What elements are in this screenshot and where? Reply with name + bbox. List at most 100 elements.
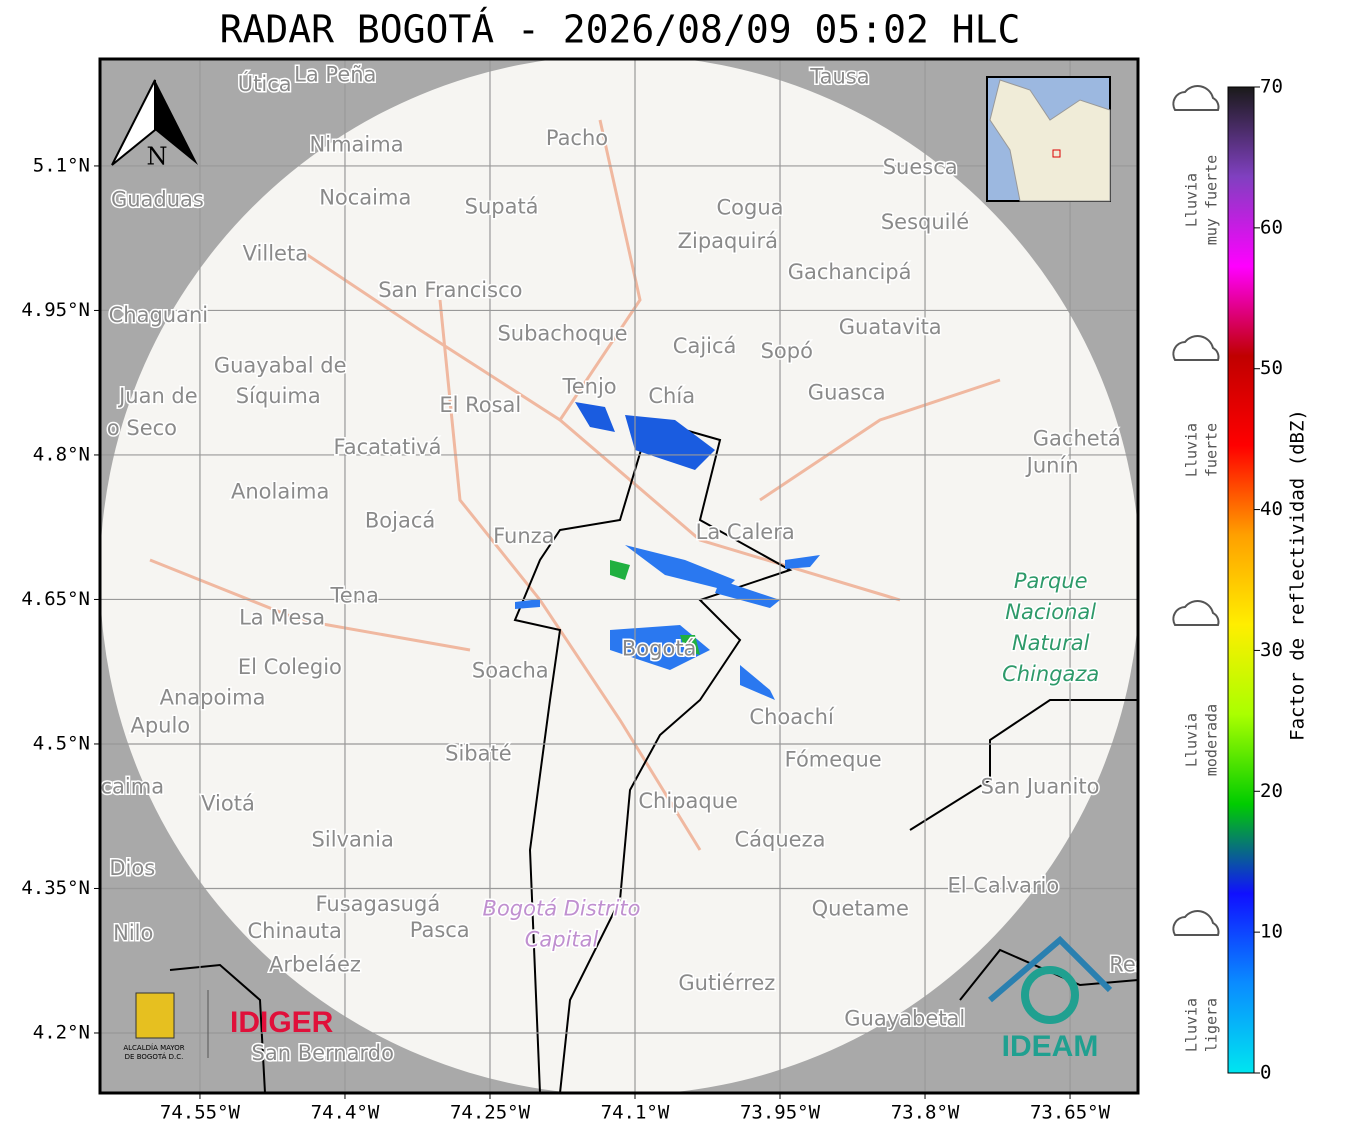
place-label: Nimaima (310, 133, 404, 157)
place-label: Bogotá (622, 637, 697, 661)
place-label: Res (1109, 953, 1147, 977)
y-tick-label: 4.5°N (33, 732, 90, 754)
place-label: Silvania (312, 827, 394, 851)
place-label: San Bernardo (252, 1041, 394, 1065)
y-tick-label: 4.35°N (21, 877, 90, 899)
place-label: Villeta (243, 242, 308, 266)
place-label: Tenjo (561, 375, 616, 399)
colorbar-tick-label: 20 (1260, 780, 1283, 802)
north-label: N (147, 143, 168, 171)
place-label: Bojacá (365, 508, 435, 532)
place-label: Chipaque (638, 789, 738, 813)
title: RADAR BOGOTÁ - 2026/08/09 05:02 HLC (220, 8, 1021, 52)
places: Útica La Peña Tausa Pacho Nimaima Guaduas Noca… (100, 61, 1147, 1067)
place-label: Soacha (472, 659, 549, 683)
department-boundary (169, 699, 1138, 1093)
rain-level-label: Lluvia (1183, 173, 1201, 227)
axes: 74.55°W 74.4°W 74.25°W 74.1°W 73.95°W 73.8°W 7… (21, 154, 1110, 1123)
place-label: Arbeláez (269, 953, 361, 977)
y-tick-label: 5.1°N (33, 154, 90, 176)
alcaldia-line: DE BOGOTÁ D.C. (125, 1052, 184, 1061)
colorbar-tick-label: 40 (1260, 498, 1283, 520)
colorbar-tick-label: 30 (1260, 639, 1283, 661)
place-label: Junín (1025, 454, 1079, 478)
colorbar-tick-label: 50 (1260, 357, 1283, 379)
logos: ALCALDÍA MAYOR DE BOGOTÁ D.C. IDIGER IDE… (123, 935, 1113, 1063)
place-label: Fusagasugá (315, 892, 440, 916)
place-label: Facatativá (334, 435, 442, 459)
x-tick-label: 74.55°W (160, 1102, 241, 1124)
y-tick-label: 4.95°N (21, 299, 90, 321)
place-label: Fómeque (785, 747, 882, 771)
place-label: Chaguani (109, 303, 209, 327)
rain-level-label: muy fuerte (1203, 155, 1221, 245)
map-frame (98, 57, 1140, 1095)
place-label: Sesquilé (881, 210, 969, 234)
area-label: Natural (1012, 631, 1090, 655)
alcaldia-line: ALCALDÍA MAYOR (123, 1043, 184, 1052)
place-label: La Mesa (239, 606, 325, 630)
x-tick-label: 73.95°W (740, 1102, 821, 1124)
place-label: Pasca (410, 918, 470, 942)
colorbar-tick-label: 70 (1260, 76, 1283, 98)
rain-level-label: Lluvia (1183, 713, 1201, 767)
place-label: Zipaquirá (678, 229, 778, 253)
place-label: Guatavita (839, 315, 942, 339)
place-label: Supatá (465, 194, 539, 218)
place-label: Gachetá (1033, 427, 1121, 451)
colorbar-tick-label: 10 (1260, 921, 1283, 943)
place-label: Tena (329, 584, 378, 608)
place-label: Guaduas (111, 188, 204, 212)
place-label: Guayabetal (844, 1006, 965, 1030)
x-tick-label: 73.65°W (1030, 1102, 1111, 1124)
weather-icon (1172, 335, 1220, 361)
ideam-logo: IDEAM (1002, 1030, 1099, 1063)
place-label: Guayabal de (214, 353, 347, 377)
place-label: Cajicá (673, 334, 737, 358)
colorbar-ticks: 0 10 20 30 40 50 60 70 (1254, 76, 1283, 1084)
inset-map (986, 76, 1111, 202)
place-label: La Calera (696, 520, 795, 544)
colorbar-label: Factor de reflectividad (dBZ) (1287, 409, 1309, 741)
y-tick-label: 4.2°N (33, 1021, 90, 1043)
x-tick-label: 74.4°W (311, 1102, 380, 1124)
place-label: Pacho (546, 126, 608, 150)
place-label: El Colegio (238, 655, 342, 679)
x-tick-label: 73.8°W (891, 1102, 960, 1124)
place-label: Sibaté (445, 742, 512, 766)
place-label: El Calvario (947, 874, 1059, 898)
x-tick-label: 74.1°W (601, 1102, 670, 1124)
place-label: o Seco (107, 416, 177, 440)
place-label: Nilo (113, 921, 153, 945)
place-label: San Juanito (981, 774, 1100, 798)
radar-echoes (515, 402, 820, 700)
place-label: Útica (238, 71, 292, 96)
rain-level-label: fuerte (1203, 423, 1221, 477)
place-label: Suesca (883, 155, 958, 179)
area-label: Nacional (1005, 600, 1096, 624)
place-label: Dios (109, 856, 155, 880)
place-label: La Peña (294, 62, 376, 86)
place-label: Anapoima (160, 686, 266, 710)
y-tick-label: 4.8°N (33, 443, 90, 465)
place-label: Tausa (809, 64, 869, 88)
rain-level-label: ligera (1203, 998, 1221, 1052)
place-label: Viotá (201, 792, 255, 816)
area-label: Parque (1014, 569, 1088, 593)
y-tick-label: 4.65°N (21, 588, 90, 610)
place-label: Gutiérrez (678, 971, 775, 995)
colorbar (1227, 86, 1255, 1074)
area-label: Bogotá Distrito (483, 897, 641, 921)
place-label: San Francisco (378, 278, 522, 302)
weather-icon (1172, 910, 1220, 936)
rain-level-label: Lluvia (1183, 998, 1201, 1052)
place-label: El Rosal (439, 393, 521, 417)
place-label: Gachancipá (788, 260, 912, 284)
weather-icon (1172, 85, 1220, 111)
map: Útica La Peña Tausa Pacho Nimaima Guaduas Noca… (100, 59, 1147, 1093)
place-label: Cáqueza (735, 827, 826, 851)
rain-level-label: Lluvia (1183, 423, 1201, 477)
place-label: Chía (648, 384, 695, 408)
